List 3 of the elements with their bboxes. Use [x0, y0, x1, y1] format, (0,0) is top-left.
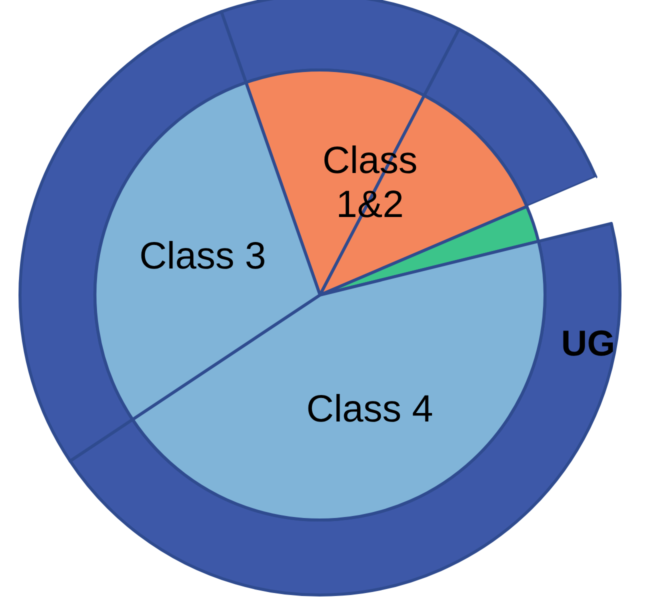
slice-label: UG [561, 322, 616, 364]
slice-label: Class 4 [306, 388, 434, 430]
slice-label: Class 3 [139, 236, 266, 278]
